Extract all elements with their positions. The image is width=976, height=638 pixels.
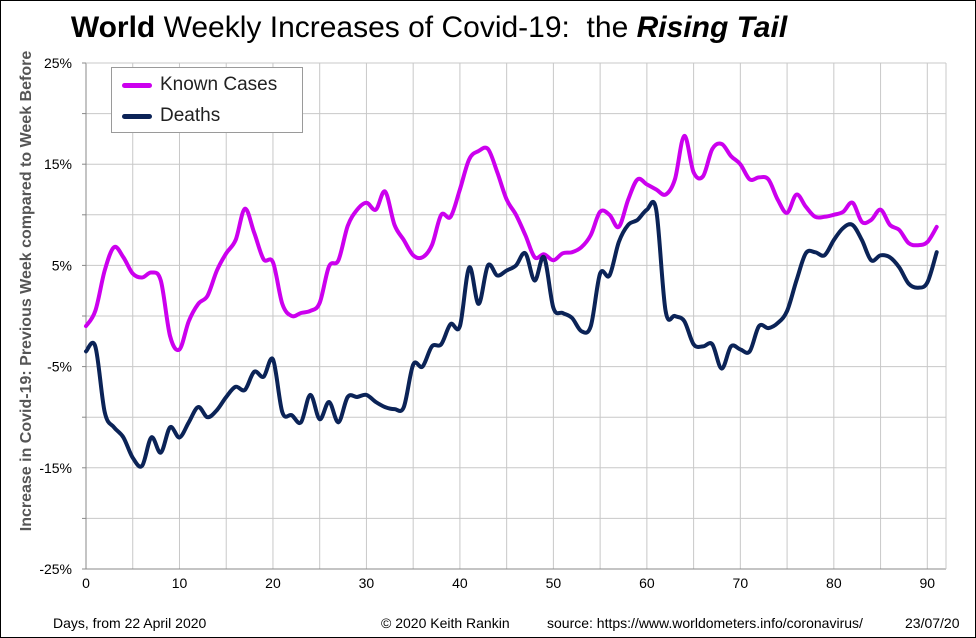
y-tick-label: 5% — [52, 257, 72, 273]
x-tick-label: 10 — [172, 575, 188, 591]
date-text: 23/07/20 — [905, 615, 960, 631]
x-tick-label: 50 — [546, 575, 562, 591]
legend-label-known-cases: Known Cases — [160, 74, 278, 95]
x-tick-label: 30 — [359, 575, 375, 591]
series-lines — [84, 133, 939, 469]
title-world: World — [70, 11, 156, 44]
x-tick-label: 60 — [639, 575, 655, 591]
x-tick-label: 70 — [733, 575, 749, 591]
copyright-text: © 2020 Keith Rankin — [381, 615, 510, 631]
series-known-cases-line — [84, 133, 939, 353]
x-tick-label: 80 — [826, 575, 842, 591]
legend-swatch-known-cases — [122, 82, 152, 88]
x-tick-label: 20 — [265, 575, 281, 591]
x-axis-label: Days, from 22 April 2020 — [53, 615, 207, 631]
legend-label-deaths: Deaths — [160, 105, 221, 126]
title-middle: Weekly Increases of Covid-19: the — [155, 11, 637, 44]
series-deaths-line — [84, 199, 939, 469]
legend-swatch-deaths — [122, 113, 152, 119]
y-tick-label: -15% — [39, 460, 72, 476]
y-tick-label: -25% — [39, 561, 72, 577]
legend-item-known-cases: Known Cases — [122, 74, 277, 96]
y-tick-label: 15% — [44, 156, 72, 172]
gridlines — [82, 62, 947, 570]
chart-title: World Weekly Increases of Covid-19: the … — [1, 11, 857, 45]
x-tick-label: 0 — [82, 575, 90, 591]
y-tick-label: -5% — [47, 359, 72, 375]
y-tick-label: 25% — [44, 55, 72, 71]
y-tick-labels: 25% 15% 5% -5% -15% -25% — [39, 55, 72, 577]
x-tick-label: 90 — [920, 575, 936, 591]
title-rising-tail: Rising Tail — [636, 11, 788, 44]
x-tick-labels: 0 10 20 30 40 50 60 70 80 90 — [82, 575, 935, 591]
legend: Known Cases Deaths — [111, 67, 303, 133]
source-text: source: https://www.worldometers.info/co… — [547, 615, 863, 631]
legend-item-deaths: Deaths — [122, 105, 220, 127]
y-axis-label: Increase in Covid-19: Previous Week comp… — [18, 51, 35, 532]
x-tick-label: 40 — [452, 575, 468, 591]
